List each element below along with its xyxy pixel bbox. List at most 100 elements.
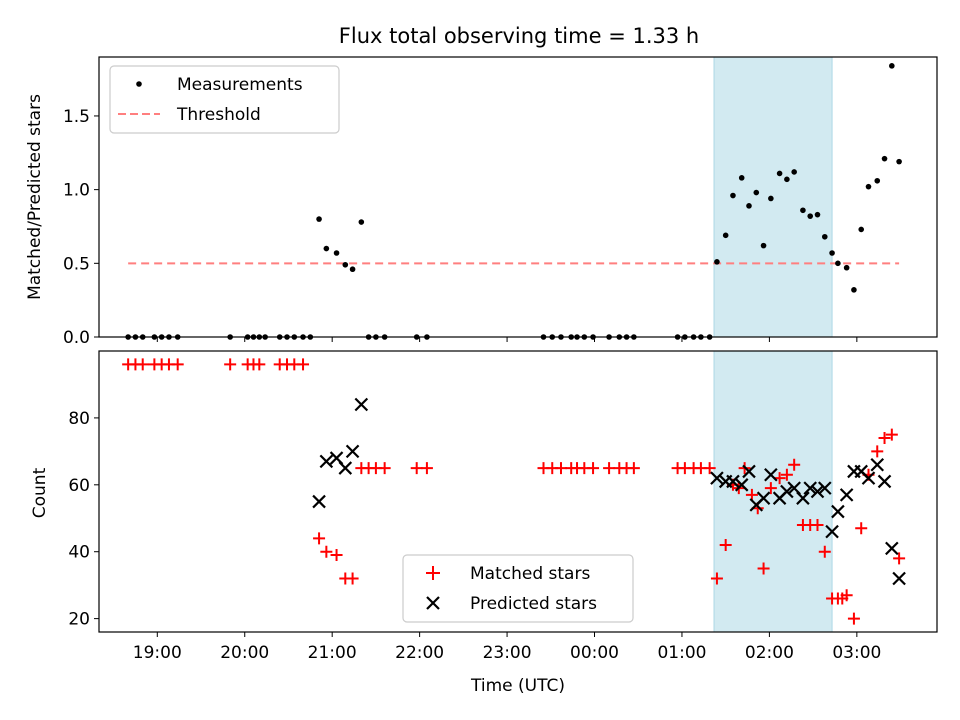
matched-star-point (788, 458, 801, 471)
predicted-star-point (726, 474, 740, 489)
legend-measurement-marker (136, 81, 142, 87)
chart-title: Flux total observing time = 1.33 h (339, 24, 699, 48)
matched-star-point (764, 482, 777, 495)
matched-star-point (818, 545, 831, 558)
measurement-point (730, 192, 736, 199)
legend-measurements-label: Measurements (177, 75, 303, 95)
x-tick-label: 19:00 (133, 643, 182, 663)
matched-star-point (710, 572, 723, 585)
predicted-star-point (796, 491, 810, 505)
measurement-point (896, 158, 902, 165)
predicted-star-point (885, 541, 899, 556)
predicted-star-point (338, 461, 353, 475)
measurement-point (800, 207, 806, 214)
y-tick-label: 1.0 (63, 181, 90, 201)
x-tick-label: 21:00 (308, 643, 357, 663)
matched-star-point (297, 358, 310, 371)
measurement-point (889, 63, 895, 69)
predicted-star-point (861, 471, 876, 485)
matched-star-point (420, 462, 433, 475)
top-panel: 0.0 0.5 1.0 1.5 (63, 56, 938, 348)
matched-star-point (893, 552, 906, 565)
x-tick-label: 02:00 (745, 643, 794, 663)
measurement-point (714, 259, 720, 265)
y-tick-label: 0.5 (63, 254, 90, 274)
predicted-star-point (756, 491, 771, 505)
x-tick-label: 22:00 (395, 643, 444, 663)
predicted-star-point (803, 481, 817, 495)
bottom-panel: 20 40 60 80 19:00 20:00 21:00 22:00 23:00 00:00 01… (68, 350, 938, 663)
measurement-point (881, 155, 888, 162)
measurement-point (722, 232, 729, 239)
matched-star-point (757, 562, 770, 575)
measurement-point (791, 169, 797, 175)
x-tick-label: 01:00 (657, 643, 706, 663)
matched-star-point (627, 462, 640, 475)
predicted-star-point (877, 474, 892, 489)
measurement-point (829, 250, 835, 256)
matched-star-point (171, 358, 184, 371)
measurement-point (760, 242, 767, 249)
legend-predicted-label: Predicted stars (470, 594, 597, 614)
measurement-point (865, 183, 872, 190)
y-tick-label: 80 (68, 409, 90, 429)
predicted-star-point (810, 484, 825, 499)
predicted-star-point (354, 397, 369, 412)
matched-star-point (847, 612, 860, 625)
y-tick-label: 40 (68, 543, 90, 563)
matched-star-point (878, 431, 891, 444)
predicted-star-point (870, 457, 885, 472)
matched-star-point (378, 462, 391, 475)
bottom-y-axis-label: Count (30, 467, 50, 518)
matched-star-point (719, 539, 732, 552)
bottom-legend-box (402, 554, 634, 623)
measurement-point (746, 203, 752, 209)
y-tick-label: 0.0 (63, 328, 90, 348)
measurement-point (358, 219, 365, 225)
legend-matched-label: Matched stars (470, 564, 590, 584)
predicted-star-point (818, 481, 832, 495)
axes-frame (98, 350, 938, 633)
predicted-star-point (742, 464, 756, 479)
legend-threshold-label: Threshold (176, 105, 261, 125)
x-tick-label: 00:00 (570, 643, 619, 663)
x-tick-label: 23:00 (483, 643, 532, 663)
measurement-point (333, 250, 340, 256)
measurement-point (843, 264, 850, 271)
top-y-axis-label: Matched/Predicted stars (25, 94, 45, 300)
predicted-star-point (319, 454, 334, 469)
measurement-point (768, 195, 774, 202)
x-tick-label: 03:00 (832, 643, 881, 663)
predicted-star-point (345, 444, 360, 459)
y-tick-label: 1.5 (63, 107, 90, 127)
matched-star-point (811, 518, 824, 531)
predicted-star-point (892, 571, 906, 586)
bottom-legend: Matched stars Predicted stars (402, 554, 634, 623)
predicted-star-point (734, 478, 749, 492)
matched-star-point (885, 428, 898, 441)
measurement-point (835, 260, 841, 267)
matched-star-point (224, 358, 237, 371)
measurement-point (753, 189, 760, 196)
top-legend-box (109, 65, 340, 134)
measurement-point (342, 261, 349, 268)
matched-star-point (253, 358, 266, 371)
measurement-point (776, 170, 783, 177)
axes-frame (98, 56, 938, 338)
measurement-point (323, 245, 330, 252)
matched-star-point (410, 462, 423, 475)
matched-star-point (603, 462, 616, 475)
measurement-point (851, 287, 857, 293)
x-tick-label: 20:00 (220, 643, 269, 663)
measurement-point (874, 177, 881, 184)
legend-matched-marker (426, 566, 440, 580)
top-legend: Measurements Threshold (109, 65, 340, 134)
predicted-star-point (764, 467, 778, 482)
matched-star-point (871, 445, 884, 458)
measurement-point (316, 216, 322, 222)
legend-predicted-marker (426, 596, 440, 610)
matched-star-point (346, 572, 359, 585)
matched-star-point (703, 462, 716, 475)
measurement-point (858, 226, 865, 233)
